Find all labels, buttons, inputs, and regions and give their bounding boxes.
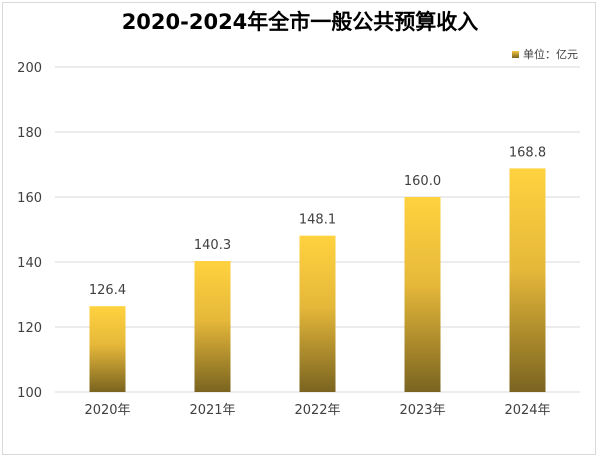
x-tick-label: 2024年	[504, 403, 550, 418]
bar	[299, 235, 336, 392]
y-tick-label: 120	[17, 321, 42, 336]
data-label: 140.3	[194, 238, 231, 253]
data-label: 160.0	[404, 174, 441, 189]
legend: 单位：亿元	[512, 46, 578, 62]
legend-swatch	[512, 50, 519, 58]
data-label: 126.4	[89, 283, 126, 298]
data-label: 148.1	[299, 213, 336, 228]
x-tick-label: 2020年	[84, 403, 130, 418]
y-tick-label: 140	[17, 256, 42, 271]
legend-label: 单位：亿元	[523, 48, 578, 61]
y-tick-label: 180	[17, 126, 42, 141]
data-label: 168.8	[509, 145, 546, 160]
chart-title: 2020-2024年全市一般公共预算收入	[121, 10, 479, 34]
bar	[194, 261, 231, 392]
y-tick-label: 100	[17, 386, 42, 401]
bar	[404, 197, 441, 392]
bar	[509, 168, 546, 392]
x-tick-label: 2022年	[294, 403, 340, 418]
y-tick-label: 160	[17, 191, 42, 206]
y-tick-label: 200	[17, 61, 42, 76]
x-tick-label: 2023年	[399, 403, 445, 418]
bar	[89, 306, 126, 392]
x-tick-label: 2021年	[189, 403, 235, 418]
